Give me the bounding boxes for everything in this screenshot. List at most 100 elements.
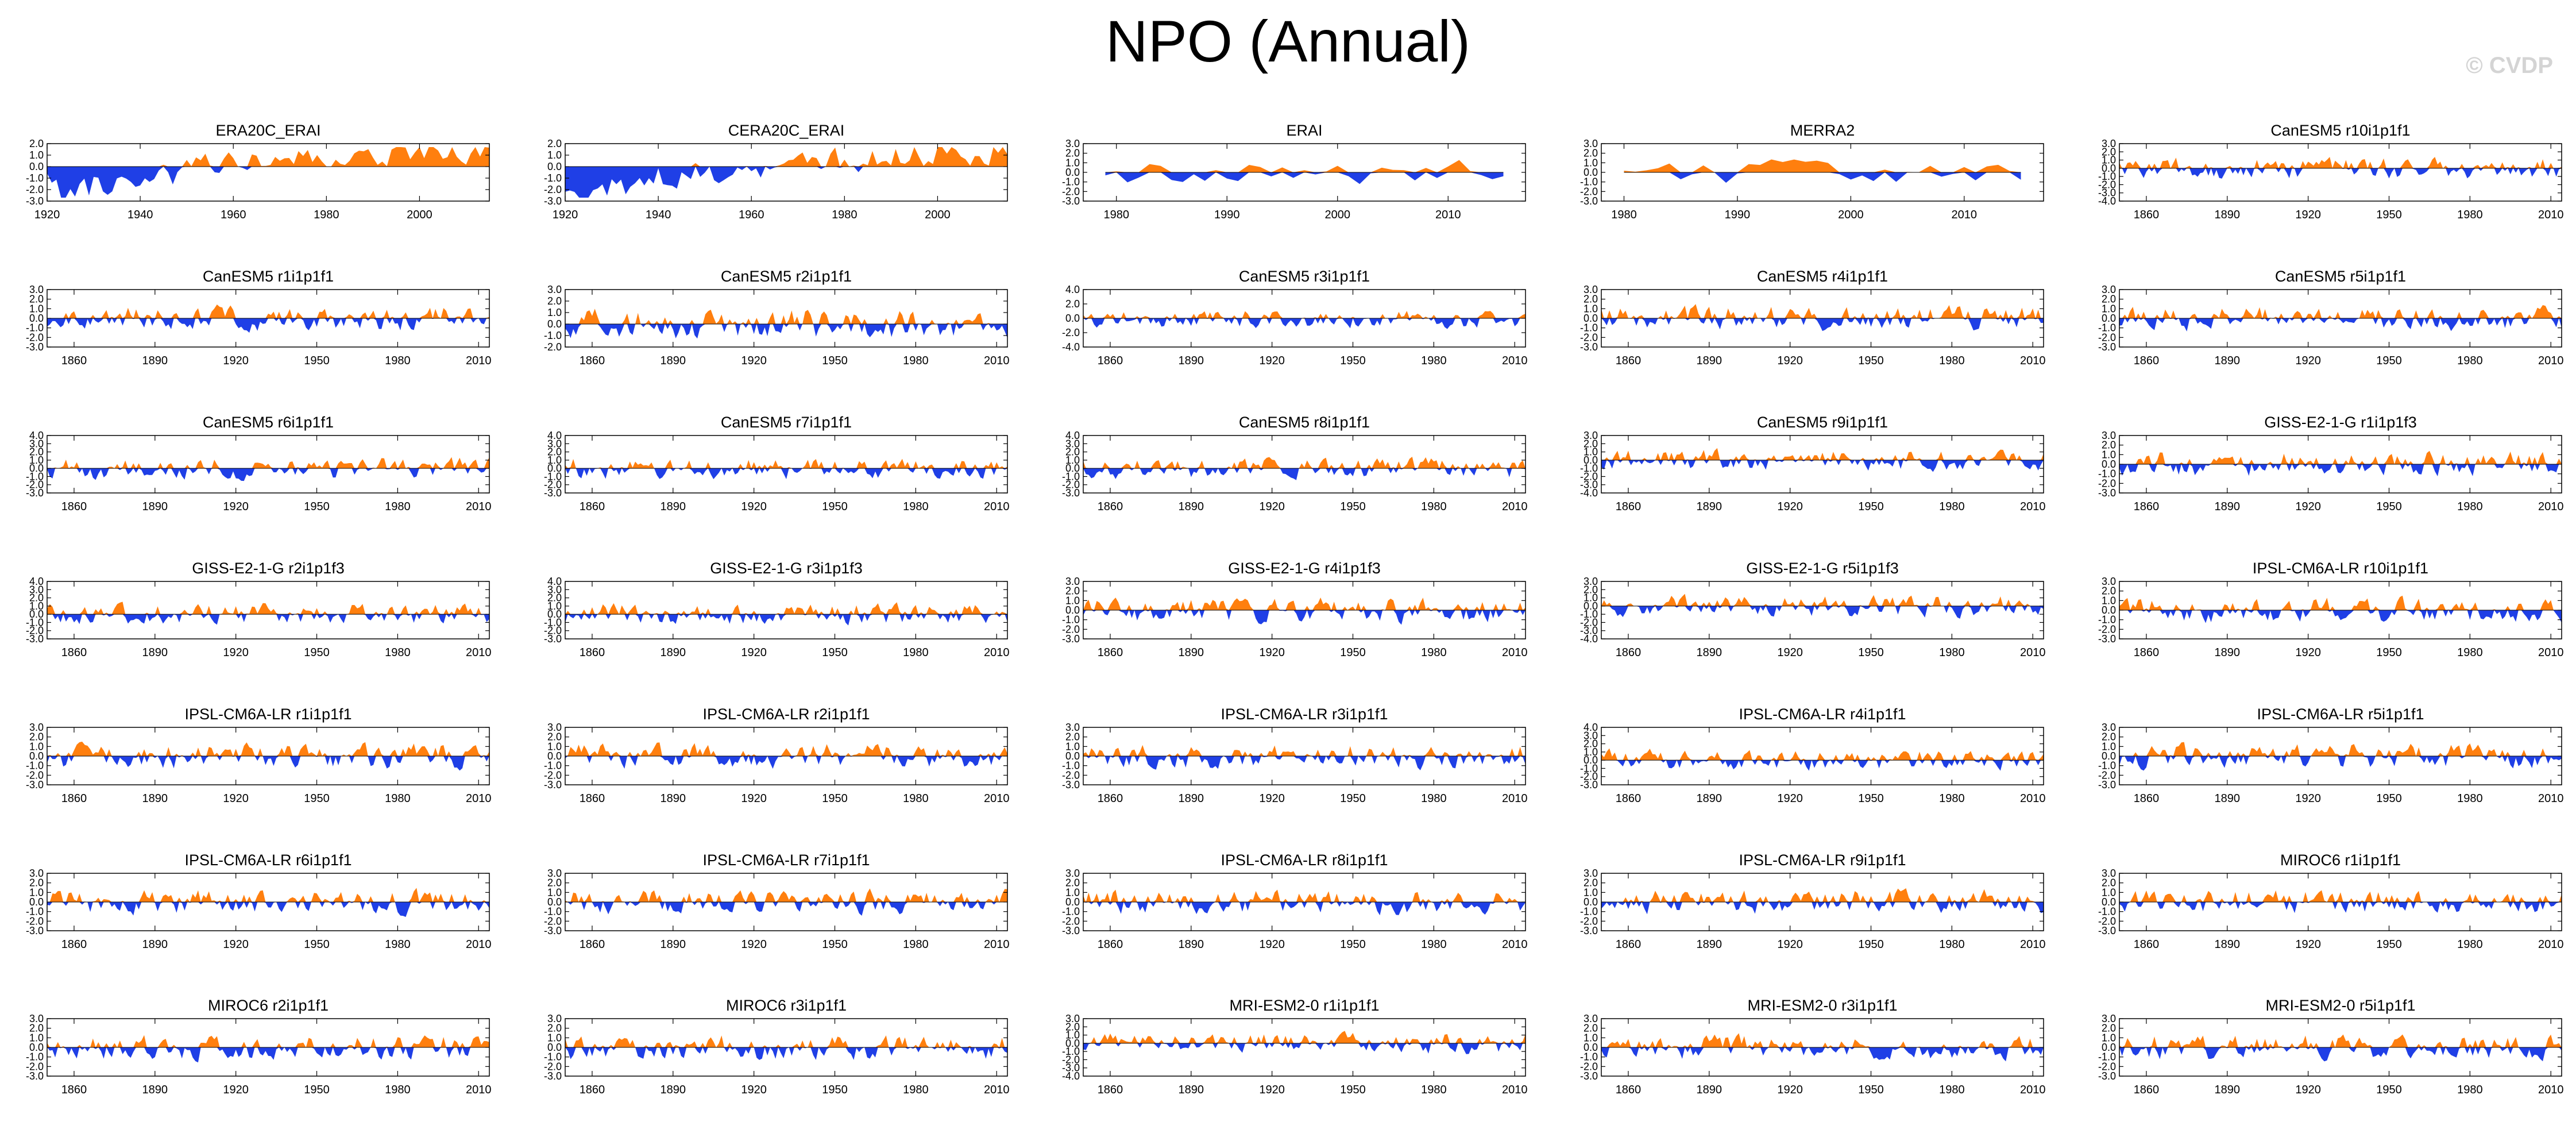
x-tick-label: 1950 <box>2376 354 2402 367</box>
x-tick-label: 1920 <box>223 500 249 513</box>
panel: MERRA2 3.02.01.00.0-1.0-2.0-3.0 1980 1990 20… <box>1580 122 2044 221</box>
panel: IPSL-CM6A-LR r3i1p1f1 3.02.01.00.0-1.0-2.… <box>1062 706 1528 805</box>
positive-area <box>47 741 489 756</box>
y-tick-label: 2.0 <box>547 1023 562 1034</box>
x-tick-label: 1950 <box>304 792 330 805</box>
x-tick-label: 1890 <box>661 1084 686 1096</box>
y-tick-label: 4.0 <box>29 576 44 587</box>
positive-area <box>2119 305 2562 318</box>
positive-area <box>2119 450 2562 464</box>
y-tick-label: 0.0 <box>2102 1042 2116 1053</box>
x-tick-label: 2010 <box>984 354 1010 367</box>
y-tick-label: 2.0 <box>1065 1021 1080 1032</box>
x-tick-label: 1920 <box>1259 938 1285 951</box>
panel-title: CanESM5 r7i1p1f1 <box>721 414 852 431</box>
x-tick-label: 1890 <box>142 500 168 513</box>
positive-area <box>1105 160 1504 172</box>
x-tick-label: 1860 <box>580 938 605 951</box>
x-tick-label: 2010 <box>466 1084 492 1096</box>
negative-area <box>1083 756 1525 770</box>
y-tick-label: 2.0 <box>547 592 562 604</box>
y-tick-label: 2.0 <box>1584 1023 1598 1034</box>
panel-title: MIROC6 r2i1p1f1 <box>208 997 329 1014</box>
x-tick-label: 1890 <box>1697 646 1723 659</box>
y-tick-label: 3.0 <box>1065 438 1080 449</box>
positive-area <box>1083 745 1525 756</box>
x-tick-label: 1920 <box>2295 500 2321 513</box>
x-tick-label: 1920 <box>741 354 767 367</box>
x-tick-label: 1950 <box>304 938 330 951</box>
panel: GISS-E2-1-G r3i1p1f34.03.02.01.00.0-1.0-… <box>544 560 1010 659</box>
x-tick-label: 1990 <box>1725 209 1751 221</box>
x-tick-label: 2010 <box>1502 1084 1528 1096</box>
y-tick-label: 1.0 <box>29 887 44 898</box>
x-tick-label: 2000 <box>925 209 951 221</box>
negative-area <box>565 614 1007 626</box>
x-tick-label: 1980 <box>2457 938 2483 951</box>
y-tick-label: -2.0 <box>26 1061 44 1072</box>
x-tick-label: 1920 <box>1777 1084 1803 1096</box>
x-tick-label: 1950 <box>1340 500 1366 513</box>
panel-title: CanESM5 r10i1p1f1 <box>2270 122 2410 139</box>
x-tick-label: 1950 <box>1340 1084 1366 1096</box>
x-tick-label: 1920 <box>223 1084 249 1096</box>
y-tick-label: -1.0 <box>26 322 44 334</box>
x-tick-label: 1980 <box>1939 646 1965 659</box>
y-tick-label: -1.0 <box>2098 906 2116 918</box>
y-tick-label: -1.0 <box>1580 462 1598 474</box>
panel-title: CanESM5 r9i1p1f1 <box>1757 414 1888 431</box>
y-tick-label: -1.0 <box>2098 171 2116 182</box>
y-tick-label: -2.0 <box>1062 623 1080 635</box>
y-tick-label: 1.0 <box>1584 887 1598 898</box>
y-tick-label: -2.0 <box>2098 332 2116 343</box>
y-tick-label: 1.0 <box>29 303 44 314</box>
x-tick-label: 1950 <box>1340 354 1366 367</box>
panel: CanESM5 r9i1p1f1 3.02.01.00.0-1.0-2.0-3.0… <box>1580 414 2046 513</box>
negative-area <box>565 324 1007 339</box>
y-tick-label: 3.0 <box>1065 722 1080 733</box>
y-tick-label: 4.0 <box>1065 430 1080 441</box>
y-tick-label: 2.0 <box>2102 585 2116 597</box>
y-tick-label: 3.0 <box>29 438 44 449</box>
x-tick-label: 1860 <box>2134 209 2160 221</box>
y-tick-label: 0.0 <box>2102 313 2116 324</box>
positive-area <box>1624 159 2021 172</box>
x-tick-label: 2010 <box>466 646 492 659</box>
y-tick-label: 1.0 <box>2102 303 2116 314</box>
panel-title: MIROC6 r1i1p1f1 <box>2280 851 2401 869</box>
x-tick-label: 1980 <box>903 1084 929 1096</box>
y-tick-label: 1.0 <box>547 887 562 898</box>
y-tick-label: 2.0 <box>29 877 44 889</box>
y-tick-label: -1.0 <box>26 172 44 184</box>
y-tick-label: 2.0 <box>1065 148 1080 159</box>
y-tick-label: 4.0 <box>1584 722 1598 733</box>
negative-area <box>2119 464 2562 476</box>
x-tick-label: 1860 <box>1616 1084 1642 1096</box>
y-tick-label: -3.0 <box>2098 1070 2116 1082</box>
y-tick-label: 3.0 <box>29 1013 44 1024</box>
panel-title: IPSL-CM6A-LR r6i1p1f1 <box>184 851 352 869</box>
y-tick-label: -1.0 <box>544 906 562 918</box>
x-tick-label: 2010 <box>466 792 492 805</box>
positive-area <box>2119 1034 2562 1047</box>
y-tick-label: 1.0 <box>29 149 44 161</box>
x-tick-label: 1920 <box>34 209 60 221</box>
x-tick-label: 1920 <box>1259 1084 1285 1096</box>
x-tick-label: 1920 <box>2295 354 2321 367</box>
y-tick-label: 0.0 <box>547 161 562 172</box>
y-tick-label: -2.0 <box>2098 1061 2116 1072</box>
x-tick-label: 1940 <box>646 209 671 221</box>
panel-title: IPSL-CM6A-LR r5i1p1f1 <box>2257 706 2424 723</box>
y-tick-label: 3.0 <box>1584 284 1598 295</box>
y-tick-label: -1.0 <box>1580 906 1598 918</box>
negative-area <box>47 318 489 333</box>
x-tick-label: 1890 <box>142 1084 168 1096</box>
x-tick-label: 1980 <box>1939 354 1965 367</box>
x-tick-label: 1920 <box>223 792 249 805</box>
x-tick-label: 1980 <box>903 938 929 951</box>
y-tick-label: 3.0 <box>2102 284 2116 295</box>
negative-area <box>1105 172 1504 184</box>
y-tick-label: -3.0 <box>26 633 44 645</box>
x-tick-label: 1890 <box>661 792 686 805</box>
x-tick-label: 1920 <box>1259 792 1285 805</box>
